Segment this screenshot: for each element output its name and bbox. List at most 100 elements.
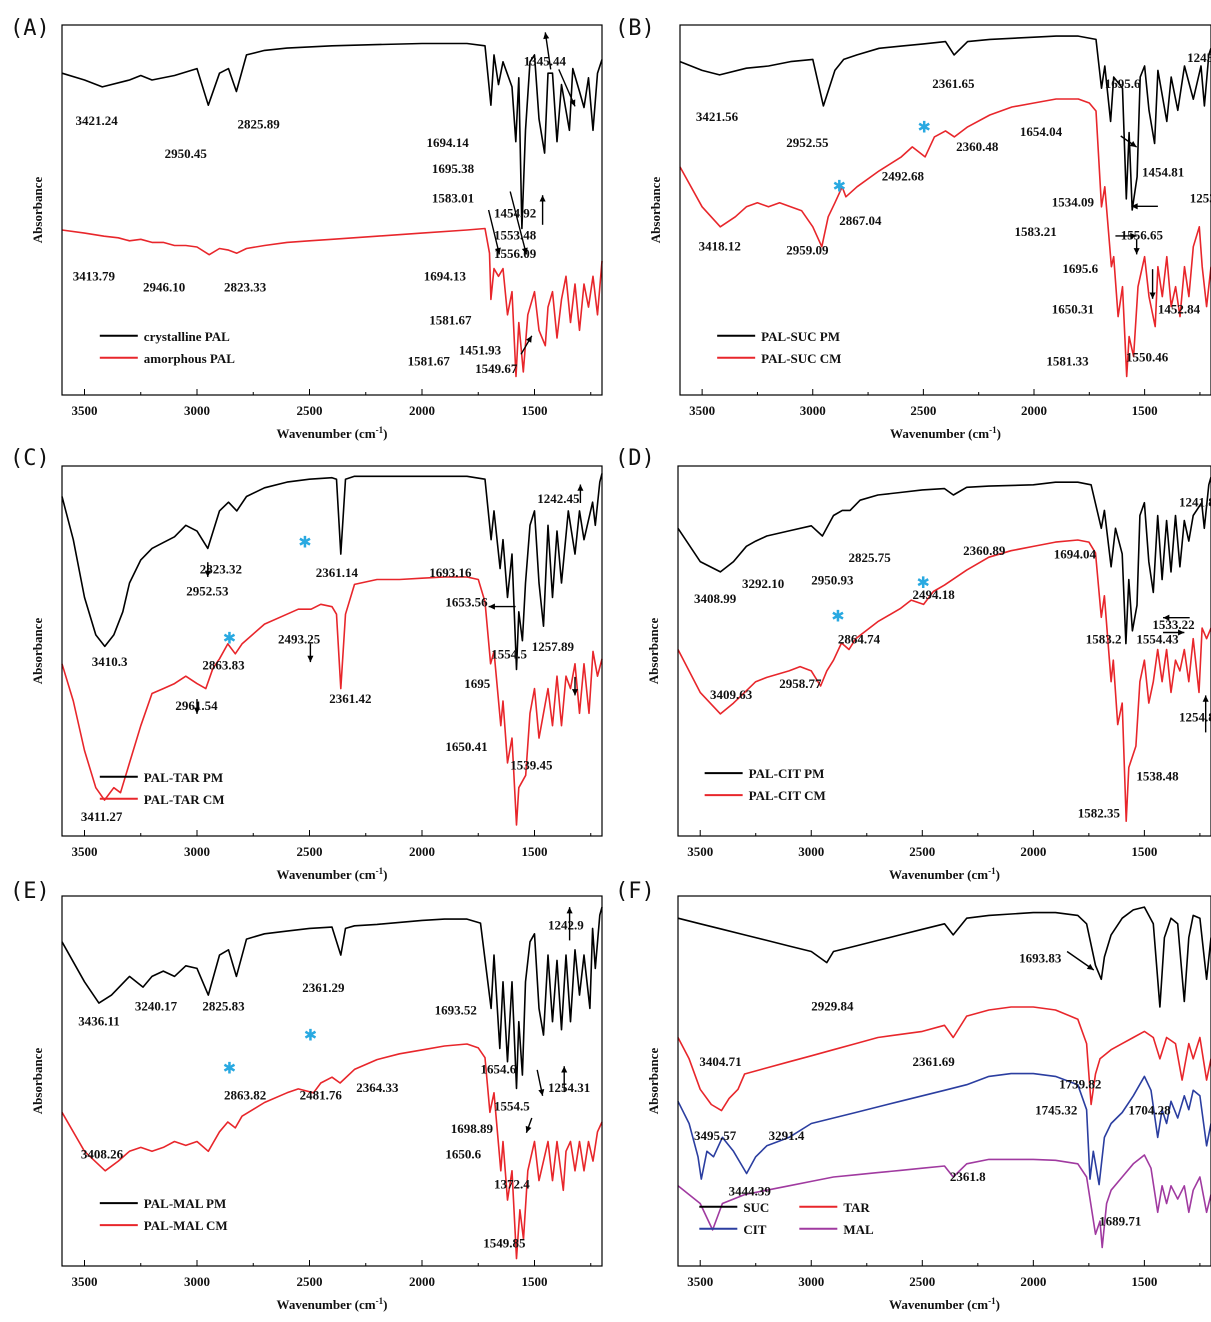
peak-label: 1583.01 <box>432 191 474 206</box>
peak-label: 1254.88 <box>1179 709 1211 724</box>
legend-label: PAL-TAR PM <box>144 770 223 785</box>
panel-1: (B) 3500 3000 2500 2000 1500 Wavenumber (cm-1)… <box>615 16 1211 441</box>
x-tick-label: 1500 <box>1131 1274 1157 1289</box>
arrow-head <box>539 195 546 202</box>
peak-label: 2929.84 <box>811 999 854 1014</box>
peak-label: 2825.89 <box>238 117 281 132</box>
x-tick-label: 3500 <box>689 403 715 418</box>
x-tick-label: 2000 <box>409 1274 435 1289</box>
arrow-head <box>538 1089 545 1096</box>
peak-label: 1242.9 <box>548 917 584 932</box>
panel-label: (F) <box>615 879 655 904</box>
peak-label: 1553.48 <box>494 228 537 243</box>
peak-label: 2360.89 <box>963 543 1006 558</box>
peak-label: 1242.45 <box>537 491 580 506</box>
series-line <box>677 1072 1211 1186</box>
x-tick-label: 2500 <box>297 403 323 418</box>
peak-label: 2950.45 <box>165 146 208 161</box>
arrow-head <box>1178 629 1185 636</box>
legend-label: PAL-SUC PM <box>761 329 840 344</box>
arrow-head <box>1086 963 1094 970</box>
star-marker: ✱ <box>918 119 931 136</box>
peak-label: 3436.11 <box>78 1014 120 1029</box>
peak-label: 1254.31 <box>548 1080 590 1095</box>
arrow-head <box>1163 614 1170 621</box>
series-line <box>61 227 603 378</box>
peak-label: 1650.41 <box>445 739 487 754</box>
peak-label: 3409.63 <box>710 687 753 702</box>
peak-label: 1694.04 <box>1054 547 1097 562</box>
peak-label: 1694.14 <box>427 135 470 150</box>
series-line <box>677 906 1211 1008</box>
peak-label: 1698.89 <box>451 1121 494 1136</box>
y-axis-label: Absorbance <box>648 177 663 244</box>
arrow-head <box>543 32 550 40</box>
series-line <box>61 473 603 671</box>
peak-label: 2494.18 <box>913 587 956 602</box>
x-tick-label: 3000 <box>184 844 210 859</box>
peak-label: 1693.83 <box>1019 951 1062 966</box>
x-axis-label: Wavenumber (cm-1) <box>890 425 1001 441</box>
y-axis-label: Absorbance <box>30 177 45 244</box>
star-marker: ✱ <box>833 179 846 196</box>
peak-label: 2958.77 <box>779 676 822 691</box>
peak-label: 1695.38 <box>432 161 475 176</box>
series-line <box>679 98 1211 378</box>
peak-label: 1654.04 <box>1020 124 1063 139</box>
x-tick-label: 2500 <box>909 1274 935 1289</box>
y-axis-label: Absorbance <box>646 618 661 685</box>
x-tick-label: 1500 <box>522 1274 548 1289</box>
x-axis-label: Wavenumber (cm-1) <box>277 1296 388 1312</box>
arrow-head <box>521 247 528 255</box>
x-tick-label: 3000 <box>798 844 824 859</box>
arrow-head <box>1131 203 1138 210</box>
arrow-head <box>1133 248 1140 255</box>
annotation-arrow <box>558 69 576 107</box>
peak-label: 1345.44 <box>524 54 567 69</box>
legend-label: PAL-CIT PM <box>749 766 825 781</box>
series-line <box>61 42 603 230</box>
peak-label: 2863.83 <box>202 658 245 673</box>
panel-3: (D) 3500 3000 2500 2000 1500 Wavenumber (cm-1)… <box>615 446 1211 882</box>
y-axis-label: Absorbance <box>30 1048 45 1115</box>
plot-frame <box>61 465 603 837</box>
peak-label: 2361.14 <box>316 565 359 580</box>
peak-label: 2360.48 <box>956 139 999 154</box>
x-tick-label: 2500 <box>909 844 935 859</box>
peak-label: 1539.45 <box>510 757 553 772</box>
x-axis-label: Wavenumber (cm-1) <box>889 866 1000 882</box>
x-tick-label: 3500 <box>687 844 713 859</box>
plot-frame <box>61 895 603 1267</box>
arrow-head <box>1130 232 1137 239</box>
arrow-head <box>494 247 501 255</box>
series-line <box>679 35 1211 211</box>
peak-label: 3444.39 <box>729 1184 772 1199</box>
peak-label: 1556.65 <box>1121 228 1164 243</box>
plot-frame <box>677 465 1211 837</box>
legend-label: TAR <box>843 1200 870 1215</box>
peak-label: 1583.2 <box>1086 632 1122 647</box>
arrow-head <box>569 99 576 107</box>
x-tick-label: 3000 <box>184 403 210 418</box>
legend-label: crystalline PAL <box>144 329 230 344</box>
peak-label: 2361.42 <box>329 691 371 706</box>
peak-label: 1581.67 <box>408 353 451 368</box>
peak-label: 2823.32 <box>200 561 242 576</box>
peak-label: 1695.6 <box>1105 76 1141 91</box>
peak-label: 2825.83 <box>202 999 245 1014</box>
x-tick-label: 3500 <box>687 1274 713 1289</box>
arrow-head <box>561 1066 568 1073</box>
series-line <box>677 539 1211 822</box>
x-tick-label: 3500 <box>72 844 98 859</box>
peak-label: 1533.22 <box>1152 617 1194 632</box>
peak-label: 3411.27 <box>81 809 123 824</box>
x-tick-label: 1500 <box>1131 844 1157 859</box>
peak-label: 3408.99 <box>694 591 737 606</box>
legend-label: CIT <box>743 1222 766 1237</box>
peak-label: 1257.89 <box>532 639 575 654</box>
peak-label: 2952.53 <box>186 584 229 599</box>
x-tick-label: 2000 <box>409 403 435 418</box>
panel-label: (D) <box>615 446 655 471</box>
arrow-head <box>1202 695 1209 702</box>
y-axis-label: Absorbance <box>646 1048 661 1115</box>
